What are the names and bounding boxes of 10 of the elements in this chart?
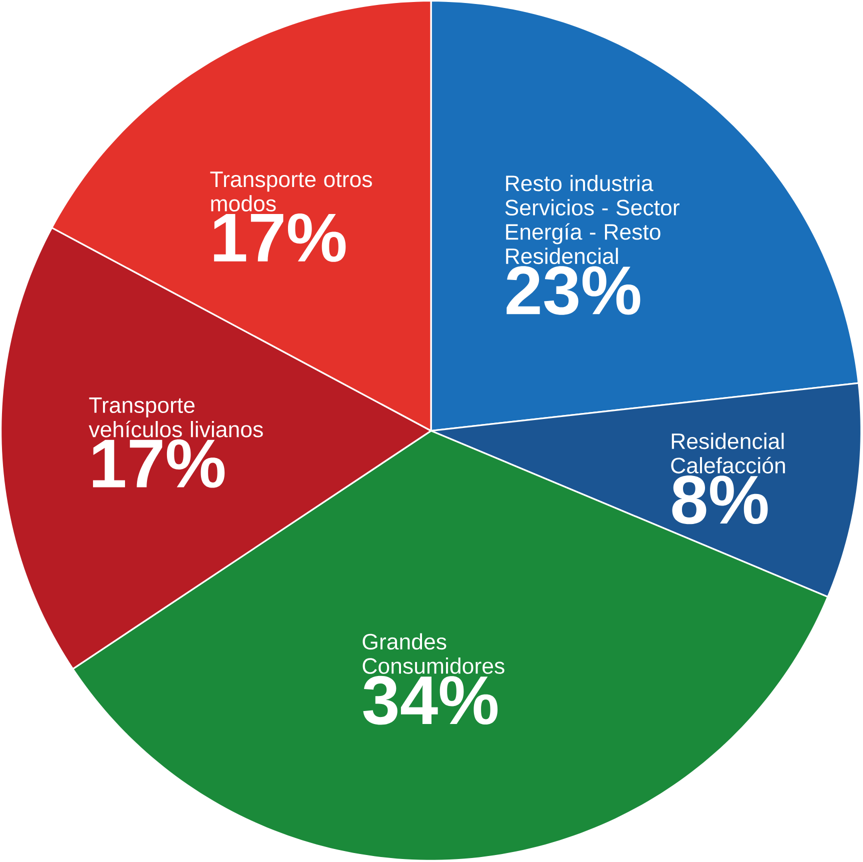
slice-label: Resto industria Servicios - Sector Energía - Resto Residencial: [505, 175, 680, 264]
data-label: 8%: [672, 476, 768, 524]
slice-label: Transporte otros modos: [210, 172, 372, 212]
data-label: 17%: [93, 440, 225, 488]
slice-label: Grandes Consumidores: [362, 634, 504, 674]
slice-label: Transporte vehículos livianos: [88, 398, 263, 438]
data-label: 34%: [363, 676, 498, 725]
data-label: 17%: [214, 214, 346, 262]
slice-label: Residencial Calefacción: [671, 433, 785, 474]
data-label: 23%: [506, 266, 640, 316]
